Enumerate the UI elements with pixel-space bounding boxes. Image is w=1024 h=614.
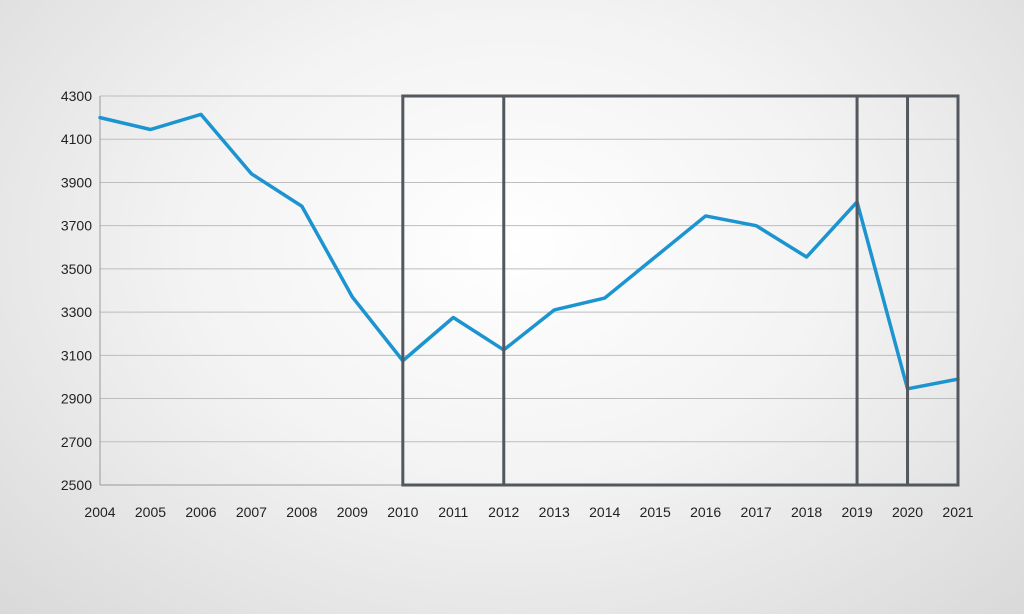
y-tick-label: 3300 (61, 304, 92, 320)
x-tick-label: 2019 (841, 504, 872, 520)
period-frame (401, 94, 960, 487)
x-tick-label: 2010 (387, 504, 418, 520)
x-tick-label: 2008 (286, 504, 317, 520)
axes (99, 96, 958, 486)
y-tick-label: 3500 (61, 261, 92, 277)
highlight-frame (401, 94, 960, 487)
x-tick-label: 2012 (488, 504, 519, 520)
y-tick-label: 2700 (61, 434, 92, 450)
y-tick-label: 4300 (61, 88, 92, 104)
x-tick-label: 2014 (589, 504, 620, 520)
y-axis-tick-labels: 2500 2700 2900 3100 3300 3500 3700 3900 4100 4300 (61, 88, 92, 493)
x-tick-label: 2013 (539, 504, 570, 520)
x-tick-label: 2020 (892, 504, 923, 520)
y-tick-label: 4100 (61, 131, 92, 147)
y-tick-label: 3700 (61, 218, 92, 234)
x-tick-label: 2005 (135, 504, 166, 520)
y-tick-label: 3900 (61, 174, 92, 190)
x-axis-tick-labels: 2004 2005 2006 2007 2008 2009 2010 2011 2012 2013… (84, 504, 973, 520)
x-tick-label: 2009 (337, 504, 368, 520)
x-tick-label: 2006 (185, 504, 216, 520)
series-lines (98, 112, 960, 391)
x-tick-label: 2017 (741, 504, 772, 520)
x-tick-label: 2007 (236, 504, 267, 520)
series-line-0 (98, 112, 960, 391)
x-tick-label: 2018 (791, 504, 822, 520)
y-tick-label: 2900 (61, 391, 92, 407)
x-tick-label: 2015 (640, 504, 671, 520)
x-tick-label: 2021 (942, 504, 973, 520)
x-tick-label: 2004 (84, 504, 115, 520)
y-tick-label: 3100 (61, 347, 92, 363)
x-tick-label: 2011 (438, 504, 468, 520)
y-tick-label: 2500 (61, 477, 92, 493)
x-tick-label: 2016 (690, 504, 721, 520)
